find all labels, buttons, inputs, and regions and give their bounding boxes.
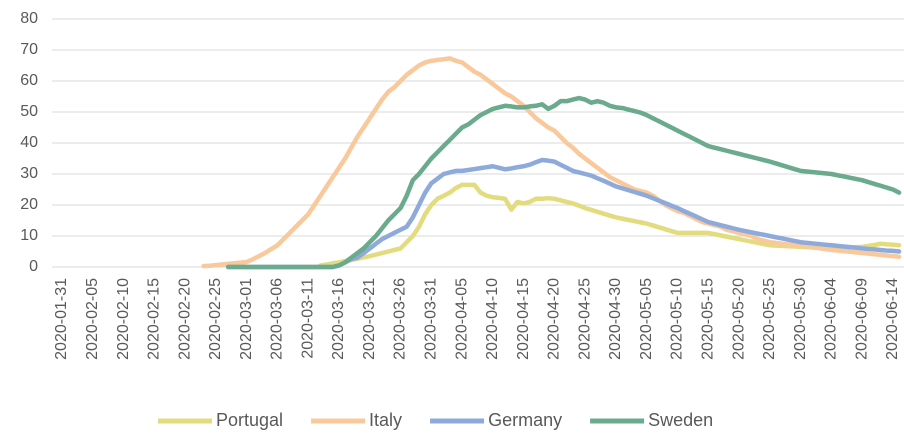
x-tick-label: 2020-04-05 [453, 278, 470, 360]
x-tick-label: 2020-04-15 [515, 278, 532, 360]
x-tick-label: 2020-05-05 [638, 278, 655, 360]
y-tick-label: 30 [20, 165, 38, 182]
y-tick-label: 40 [20, 134, 38, 151]
x-tick-label: 2020-03-01 [238, 278, 255, 360]
x-tick-label: 2020-04-30 [607, 278, 624, 360]
legend-label: Portugal [216, 410, 283, 430]
x-tick-label: 2020-03-26 [392, 278, 409, 360]
x-tick-label: 2020-05-10 [669, 278, 686, 360]
x-tick-label: 2020-05-25 [761, 278, 778, 360]
x-tick-label: 2020-03-21 [361, 278, 378, 360]
x-tick-label: 2020-02-10 [115, 278, 132, 360]
series-line [225, 157, 902, 270]
x-tick-label: 2020-03-16 [330, 278, 347, 360]
x-tick-label: 2020-01-31 [53, 278, 70, 360]
x-tick-label: 2020-02-15 [146, 278, 163, 360]
legend-label: Italy [369, 410, 402, 430]
legend-label: Germany [488, 410, 562, 430]
y-tick-label: 0 [29, 258, 38, 275]
x-tick-label: 2020-04-20 [546, 278, 563, 360]
y-tick-label: 10 [20, 227, 38, 244]
y-tick-label: 60 [20, 72, 38, 89]
x-tick-label: 2020-04-10 [484, 278, 501, 360]
legend-label: Sweden [648, 410, 713, 430]
x-tick-label: 2020-06-14 [884, 278, 901, 360]
x-tick-label: 2020-05-30 [792, 278, 809, 360]
x-tick-label: 2020-04-25 [576, 278, 593, 360]
y-tick-label: 80 [20, 10, 38, 27]
y-tick-label: 70 [20, 41, 38, 58]
x-tick-label: 2020-05-15 [699, 278, 716, 360]
x-tick-label: 2020-02-25 [207, 278, 224, 360]
x-tick-label: 2020-05-20 [730, 278, 747, 360]
x-tick-label: 2020-03-11 [299, 278, 316, 359]
x-tick-label: 2020-02-20 [176, 278, 193, 360]
y-tick-label: 20 [20, 196, 38, 213]
x-tick-label: 2020-03-31 [423, 278, 440, 360]
x-tick-label: 2020-03-06 [269, 278, 286, 360]
series-line [201, 56, 902, 269]
y-tick-label: 50 [20, 103, 38, 120]
series-line [225, 95, 902, 270]
x-tick-label: 2020-06-09 [853, 278, 870, 360]
x-tick-label: 2020-02-05 [84, 278, 101, 360]
x-tick-label: 2020-06-04 [823, 278, 840, 360]
